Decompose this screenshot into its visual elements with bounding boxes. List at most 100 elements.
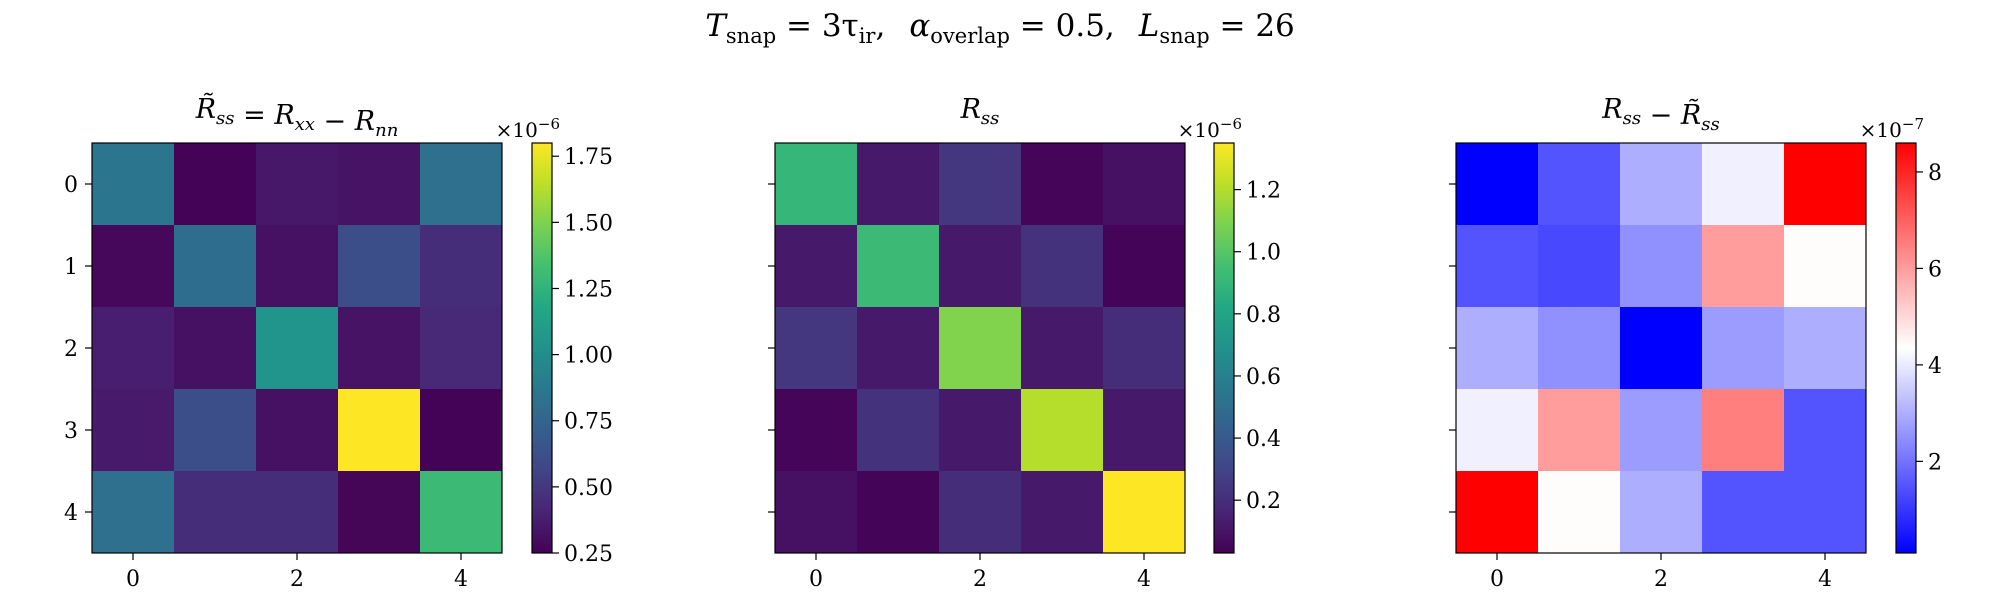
y-tick-label: 4: [64, 501, 78, 526]
colorbar-scale-label: ×10−6: [1178, 115, 1242, 142]
heatmap-cell: [1021, 143, 1104, 226]
colorbar-tick-label: 8: [1928, 161, 1942, 186]
alpha-sub: overlap: [930, 24, 1010, 49]
y-tick-label: 0: [64, 173, 78, 198]
panel-title-2: Rss − R̃ss: [1601, 94, 1719, 135]
heatmap-cell: [1702, 143, 1785, 226]
heatmap-cell: [1538, 143, 1621, 226]
heatmap-cell: [939, 389, 1022, 472]
heatmap-cell: [92, 143, 175, 226]
heatmap-cell: [256, 143, 339, 226]
heatmap-cell: [939, 225, 1022, 308]
heatmap-cell: [939, 471, 1022, 554]
y-tick-label: 1: [64, 255, 78, 280]
heatmap-cell: [420, 143, 503, 226]
y-tick-label: 3: [64, 419, 78, 444]
heatmap-cell: [1620, 143, 1703, 226]
heatmap-cell: [1538, 307, 1621, 390]
heatmap-cell: [1456, 307, 1539, 390]
colorbar-tick-label: 0.8: [1246, 303, 1281, 328]
heatmap-panel-1: 0 2 4 0.2 0.4 0.6 0.8 1.0 1.2 ×10−6: [768, 115, 1281, 592]
heatmap-cell: [1021, 307, 1104, 390]
heatmap-cell: [1456, 143, 1539, 226]
heatmap-cell: [1456, 225, 1539, 308]
heatmap-cell: [256, 225, 339, 308]
y-tick-label: 2: [64, 337, 78, 362]
heatmap-cell: [1702, 389, 1785, 472]
colorbar-tick-label: 1.50: [564, 211, 613, 236]
heatmap-cell: [1620, 471, 1703, 554]
x-tick-label: 2: [1654, 567, 1668, 592]
colorbar-tick-label: 6: [1928, 257, 1942, 282]
heatmap-cell: [857, 389, 940, 472]
heatmap-cell: [1103, 389, 1186, 472]
heatmap-cell: [775, 471, 858, 554]
colorbar: [1213, 142, 1235, 554]
heatmap-cell: [174, 143, 257, 226]
t-snap-sub: snap: [725, 24, 777, 49]
heatmap-cell: [174, 389, 257, 472]
x-tick-label: 0: [809, 567, 823, 592]
heatmap-cell: [92, 225, 175, 308]
heatmap-cell: [338, 143, 421, 226]
colorbar-scale-label: ×10−7: [1860, 115, 1924, 142]
heatmap-cell: [1538, 471, 1621, 554]
colorbar-tick-label: 0.25: [564, 542, 613, 567]
heatmap-cell: [1021, 471, 1104, 554]
t-snap-value: = 3τ: [776, 8, 859, 44]
heatmap-panel-2: 0 2 4 2 4 6 8×10−7: [1449, 115, 1942, 592]
heatmap-cell: [1702, 225, 1785, 308]
x-tick-label: 4: [1137, 567, 1151, 592]
heatmap-cell: [256, 307, 339, 390]
heatmap-cell: [338, 225, 421, 308]
colorbar-tick-label: 0.75: [564, 410, 613, 435]
l-snap-value: = 26: [1209, 8, 1295, 44]
heatmap-cell: [420, 225, 503, 308]
heatmap-cell: [857, 143, 940, 226]
heatmap-cell: [1538, 389, 1621, 472]
heatmap-cell: [775, 389, 858, 472]
heatmap-cell: [775, 225, 858, 308]
colorbar-scale-label: ×10−6: [496, 115, 560, 142]
colorbar-tick-label: 0.6: [1246, 365, 1281, 390]
heatmap-cell: [1103, 307, 1186, 390]
colorbar-tick-label: 1.00: [564, 344, 613, 369]
panel-title-1: Rss: [960, 94, 1000, 129]
heatmap-cell: [256, 471, 339, 554]
heatmap-cell: [1784, 307, 1867, 390]
heatmap-cell: [420, 471, 503, 554]
heatmap-cell: [338, 307, 421, 390]
heatmap-panel-0: 0 2 4 0 1 2 3 4 0.25 0.50 0.75 1.00 1.25 1.50 1.75×10−…: [64, 115, 613, 592]
heatmap-cell: [1456, 471, 1539, 554]
colorbar: [531, 142, 553, 554]
x-tick-label: 0: [126, 567, 140, 592]
heatmap-cell: [1784, 225, 1867, 308]
x-tick-label: 2: [290, 567, 304, 592]
l-snap-label: L: [1138, 8, 1160, 44]
heatmap-cell: [1702, 471, 1785, 554]
heatmap-cell: [1021, 225, 1104, 308]
heatmap-cell: [1021, 389, 1104, 472]
colorbar-tick-label: 1.2: [1246, 179, 1281, 204]
figure-suptitle: Tsnap = 3τir, αoverlap = 0.5, Lsnap = 26: [705, 8, 1295, 49]
x-tick-label: 0: [1490, 567, 1504, 592]
heatmap-cell: [939, 143, 1022, 226]
colorbar-tick-label: 1.0: [1246, 241, 1281, 266]
heatmap-cell: [92, 389, 175, 472]
heatmap-cell: [857, 225, 940, 308]
colorbar-tick-label: 2: [1928, 450, 1942, 475]
colorbar-tick-label: 1.75: [564, 145, 613, 170]
colorbar-tick-label: 1.25: [564, 277, 613, 302]
heatmap-cell: [1538, 225, 1621, 308]
l-snap-sub: snap: [1159, 24, 1210, 49]
colorbar-tick-label: 0.50: [564, 476, 613, 501]
tau-sub: ir: [858, 24, 876, 49]
heatmap-cell: [1784, 389, 1867, 472]
heatmap-cell: [1103, 471, 1186, 554]
heatmap-cell: [420, 307, 503, 390]
t-snap-label: T: [705, 8, 726, 44]
alpha-value: = 0.5,: [1009, 8, 1115, 44]
heatmap-cell: [1620, 307, 1703, 390]
colorbar-tick-label: 4: [1928, 354, 1942, 379]
